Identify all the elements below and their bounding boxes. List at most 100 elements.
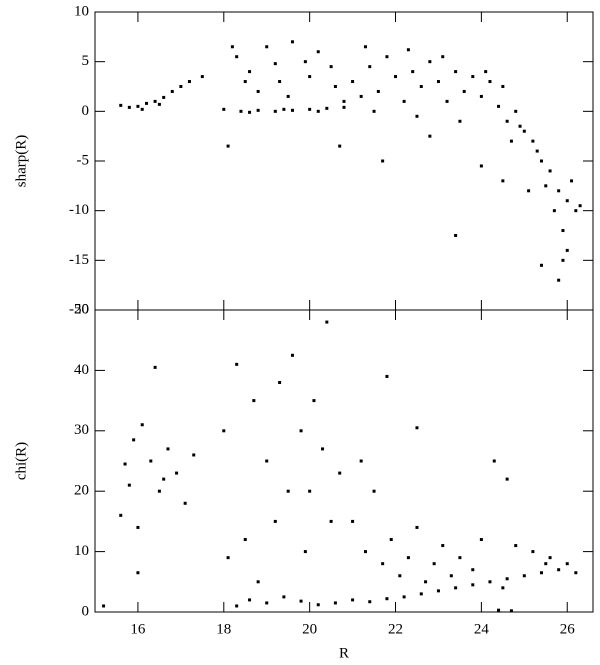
point	[518, 124, 522, 128]
point	[230, 45, 234, 49]
y-tick-label: 0	[82, 603, 90, 619]
point	[235, 604, 239, 608]
point	[153, 365, 157, 369]
point	[282, 595, 286, 599]
point	[462, 89, 466, 93]
point	[565, 199, 569, 203]
point	[557, 278, 561, 282]
point	[492, 459, 496, 463]
point	[123, 462, 127, 466]
point	[428, 60, 432, 64]
point	[175, 471, 179, 475]
y-tick-label: -10	[69, 202, 89, 218]
point	[278, 380, 282, 384]
point	[565, 248, 569, 252]
point	[539, 159, 543, 163]
point	[162, 477, 166, 481]
point	[351, 519, 355, 523]
point	[312, 399, 316, 403]
y-tick-label: 50	[74, 301, 89, 317]
point	[402, 99, 406, 103]
point	[119, 513, 123, 517]
point	[471, 75, 475, 79]
point	[544, 184, 548, 188]
point	[505, 119, 509, 123]
point	[256, 89, 260, 93]
point	[359, 94, 363, 98]
point	[338, 471, 342, 475]
point	[265, 601, 269, 605]
x-tick-label: 20	[302, 621, 317, 637]
point	[381, 562, 385, 566]
point	[574, 571, 578, 575]
point	[372, 489, 376, 493]
point	[488, 580, 492, 584]
y-tick-label: 0	[82, 103, 90, 119]
point	[132, 438, 136, 442]
point	[127, 483, 131, 487]
x-tick-label: 26	[560, 621, 576, 637]
point	[454, 586, 458, 590]
y-tick-label: 20	[74, 483, 89, 499]
x-tick-label: 22	[388, 621, 403, 637]
point	[308, 107, 312, 111]
point	[394, 75, 398, 79]
point	[321, 447, 325, 451]
point	[127, 105, 131, 109]
point	[372, 109, 376, 113]
point	[522, 574, 526, 578]
point	[445, 99, 449, 103]
y-axis-label: sharp(R)	[13, 135, 29, 188]
point	[303, 60, 307, 64]
point	[454, 234, 458, 237]
point	[544, 562, 548, 566]
point	[363, 550, 367, 554]
point	[488, 80, 492, 84]
y-tick-label: 40	[74, 362, 89, 378]
point	[574, 209, 578, 213]
point	[436, 589, 440, 593]
point	[368, 65, 372, 69]
point	[471, 583, 475, 587]
point	[325, 106, 329, 110]
point	[252, 399, 256, 403]
point	[265, 45, 269, 49]
x-tick-label: 18	[216, 621, 231, 637]
x-tick-label: 16	[130, 621, 146, 637]
point	[149, 459, 153, 463]
point	[286, 94, 290, 98]
y-tick-label: 30	[74, 422, 89, 438]
point	[419, 85, 423, 88]
point	[561, 229, 565, 233]
point	[398, 574, 402, 578]
point	[333, 85, 337, 88]
point	[441, 55, 445, 59]
point	[501, 179, 505, 183]
point	[226, 556, 230, 560]
point	[235, 362, 239, 366]
point	[290, 108, 294, 112]
point	[458, 556, 462, 560]
point	[415, 525, 419, 529]
y-axis-label: chi(R)	[13, 442, 29, 480]
point	[351, 598, 355, 602]
point	[299, 599, 303, 603]
point	[145, 101, 149, 105]
point	[342, 99, 346, 103]
point	[226, 144, 230, 148]
point	[256, 580, 260, 584]
point	[479, 164, 483, 168]
point	[385, 55, 389, 59]
point	[303, 550, 307, 554]
point	[535, 149, 539, 153]
point	[248, 70, 252, 74]
point	[308, 489, 312, 493]
point	[557, 568, 561, 572]
point	[243, 80, 247, 84]
point	[273, 62, 277, 66]
point	[157, 489, 161, 493]
point	[419, 592, 423, 596]
y-tick-label: 10	[74, 543, 89, 559]
point	[539, 263, 543, 267]
point	[286, 489, 290, 493]
